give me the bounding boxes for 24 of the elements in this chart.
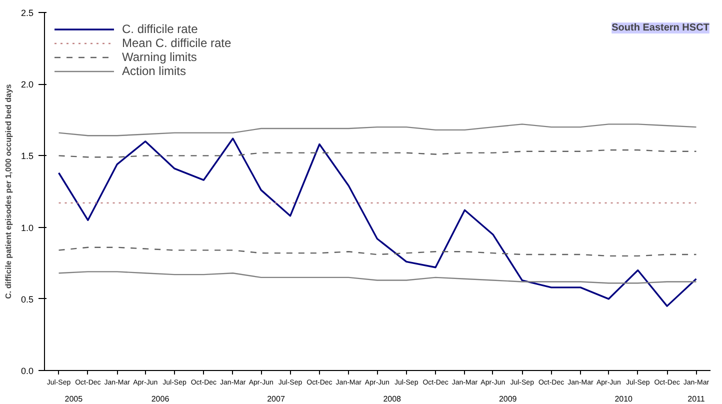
line-series xyxy=(58,246,697,257)
line-series xyxy=(58,271,697,284)
x2-tick-label: 2007 xyxy=(267,394,286,404)
x2-tick-label: 2008 xyxy=(383,394,402,404)
y-axis-title: C. difficile patient episodes per 1,000 occupied bed days xyxy=(4,84,13,299)
y-tick-label: 1.5 xyxy=(20,151,34,162)
y-tick-label: 0.5 xyxy=(20,294,34,304)
x2-tick-label: 2011 xyxy=(688,394,706,404)
legend-label: Action limits xyxy=(122,64,186,78)
x2-tick-label: 2010 xyxy=(614,394,634,404)
annotation: South Eastern HSCT xyxy=(612,22,710,34)
y-tick-label: 1.0 xyxy=(20,222,34,233)
line-series xyxy=(58,149,697,158)
x2-tick-label: 2006 xyxy=(151,394,170,404)
y-tick-label: 0.0 xyxy=(20,366,34,376)
legend-label: C. difficile rate xyxy=(122,22,198,36)
y-tick-label: 2.0 xyxy=(20,80,34,90)
legend-label: Warning limits xyxy=(122,50,197,64)
line-series xyxy=(58,138,698,307)
y-tick-label: 2.5 xyxy=(20,8,34,18)
line-series xyxy=(58,124,697,136)
x2-tick-label: 2005 xyxy=(64,394,84,404)
legend-label: Mean C. difficile rate xyxy=(122,36,232,50)
x2-tick-label: 2009 xyxy=(498,394,518,404)
